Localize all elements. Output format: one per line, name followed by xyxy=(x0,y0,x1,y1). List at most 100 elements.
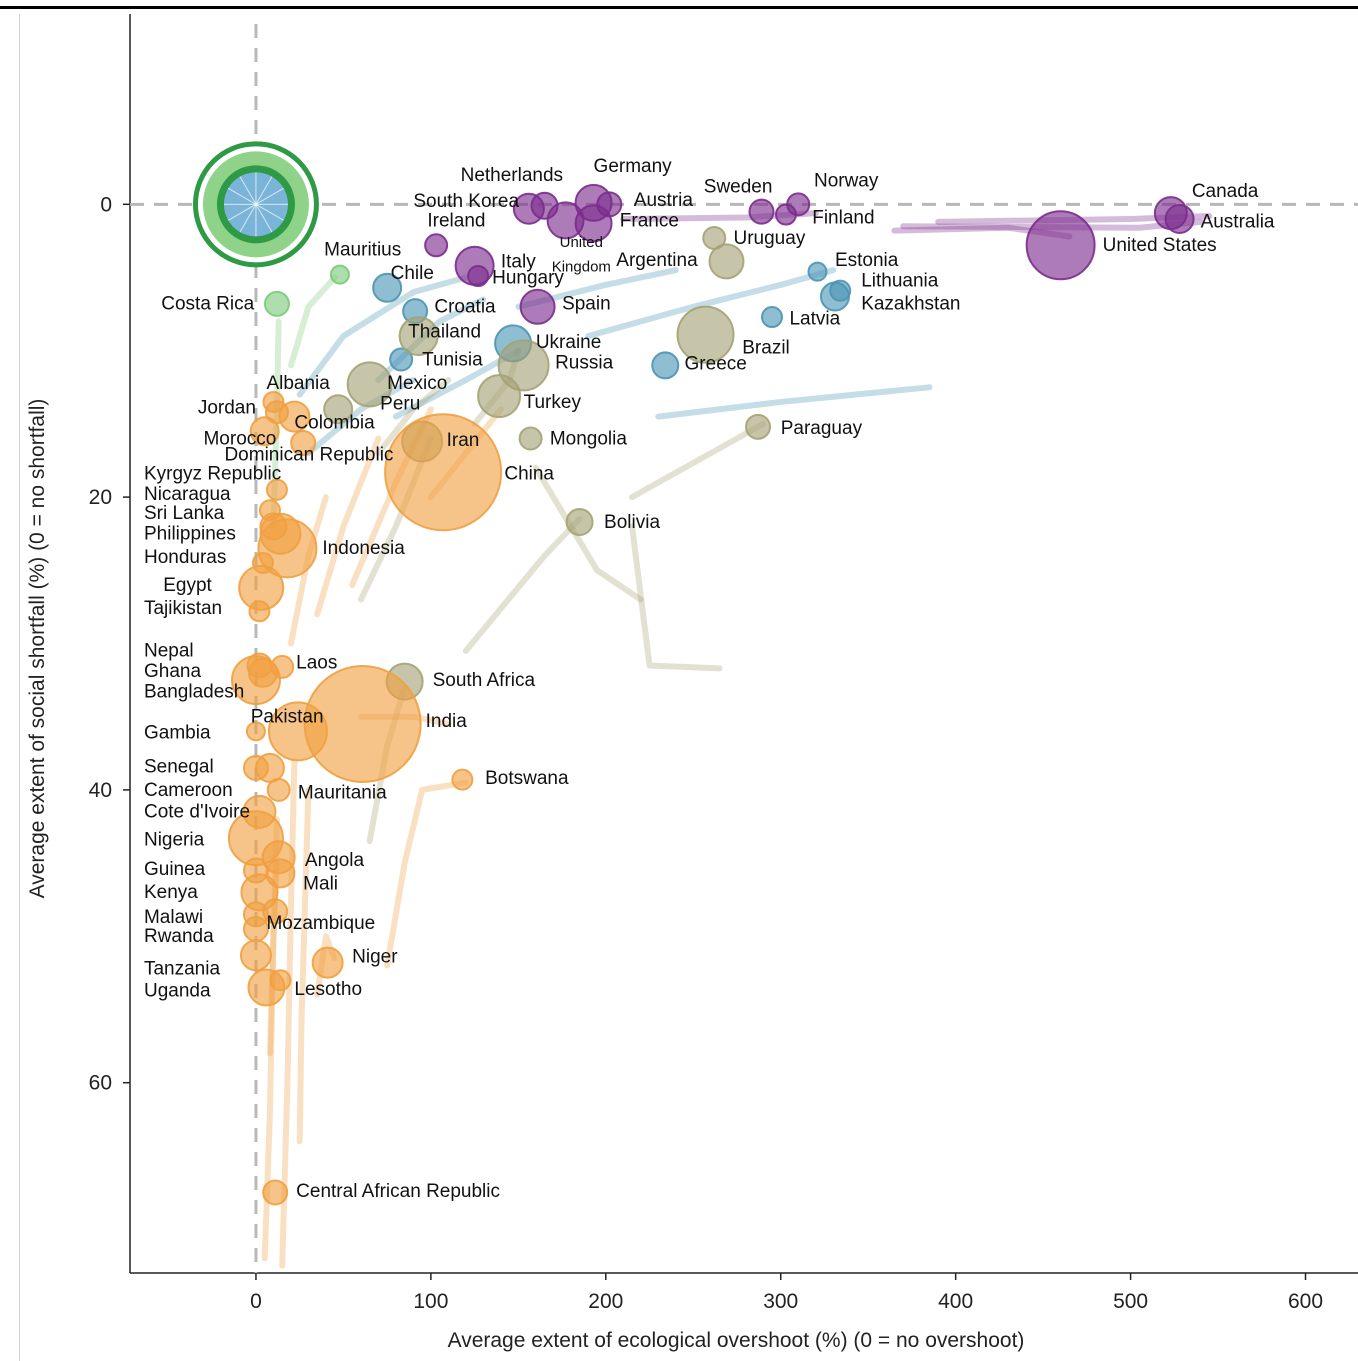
x-tick-label: 200 xyxy=(588,1290,623,1313)
x-axis-title: Average extent of ecological overshoot (… xyxy=(448,1329,1025,1352)
label-mali: Mali xyxy=(303,873,338,894)
point-spain xyxy=(519,288,556,325)
y-tick-label: 0 xyxy=(100,193,112,216)
point-hungary xyxy=(467,265,490,288)
ideal-spoke xyxy=(255,187,284,205)
point-china xyxy=(384,413,503,532)
point-chile xyxy=(372,272,403,303)
point-lesotho xyxy=(269,969,292,992)
point-argentina xyxy=(708,243,745,280)
ideal-spoke xyxy=(227,203,257,221)
label-nigeria: Nigeria xyxy=(144,830,205,851)
label-mongolia: Mongolia xyxy=(550,428,628,449)
trajectory-trail xyxy=(655,384,933,420)
label-uruguay: Uruguay xyxy=(734,228,806,249)
y-tick-label: 20 xyxy=(89,486,112,509)
label-senegal: Senegal xyxy=(144,756,214,777)
point-gambia xyxy=(245,721,266,742)
label-cote-d-ivoire: Cote d'Ivoire xyxy=(144,802,250,823)
label-estonia: Estonia xyxy=(835,250,899,271)
point-thailand xyxy=(398,316,439,357)
trajectory-trail xyxy=(305,376,417,457)
country-labels: Netherlands Germany South Korea Austria Irel… xyxy=(144,156,1275,1202)
x-tick-label: 0 xyxy=(250,1290,262,1313)
label-thailand: Thailand xyxy=(408,322,481,343)
point-turkey xyxy=(477,374,522,419)
trajectory-trail xyxy=(629,420,767,501)
label-austria: Austria xyxy=(634,190,694,211)
label-tajikistan: Tajikistan xyxy=(144,598,222,619)
point-rwanda xyxy=(242,915,269,942)
point-dominican-republic xyxy=(290,429,317,456)
label-laos: Laos xyxy=(296,652,337,673)
label-kazakhstan: Kazakhstan xyxy=(861,294,960,315)
label-mauritania: Mauritania xyxy=(298,783,387,804)
label-italy: Italy xyxy=(501,251,536,272)
label-nicaragua: Nicaragua xyxy=(144,484,231,505)
point-botswana xyxy=(451,768,474,791)
ideal-spoke xyxy=(239,204,257,233)
label-united: United xyxy=(560,234,603,251)
point-central-african-republic xyxy=(262,1179,289,1206)
label-rwanda: Rwanda xyxy=(144,926,214,947)
x-tick-label: 500 xyxy=(1113,1290,1148,1313)
point-bolivia xyxy=(565,507,594,536)
label-chile: Chile xyxy=(391,263,434,284)
x-tick-label: 600 xyxy=(1288,1290,1323,1313)
label-colombia: Colombia xyxy=(294,412,375,433)
label-malawi: Malawi xyxy=(144,907,203,928)
label-paraguay: Paraguay xyxy=(781,418,863,439)
label-brazil: Brazil xyxy=(742,338,790,359)
label-netherlands: Netherlands xyxy=(461,165,563,186)
label-dominican-republic: Dominican Republic xyxy=(224,445,393,466)
label-australia: Australia xyxy=(1201,212,1275,233)
label-france: France xyxy=(620,210,679,231)
label-botswana: Botswana xyxy=(485,768,569,789)
label-pakistan: Pakistan xyxy=(251,707,324,728)
trajectory-trail xyxy=(314,435,382,618)
trajectory-trail xyxy=(384,779,469,969)
point-ireland xyxy=(424,233,449,258)
point-estonia xyxy=(807,261,828,282)
point-sweden xyxy=(748,198,775,225)
label-angola: Angola xyxy=(305,850,365,871)
ideal-spoke xyxy=(255,176,273,205)
point-cameroon xyxy=(254,752,285,783)
label-united-states: United States xyxy=(1103,235,1217,256)
point-tunisia xyxy=(389,347,414,372)
label-latvia: Latvia xyxy=(789,308,840,329)
point-kyrgyz-republic xyxy=(265,478,288,501)
label-sweden: Sweden xyxy=(704,177,773,198)
point-mexico xyxy=(346,361,393,408)
label-ireland: Ireland xyxy=(427,210,485,231)
point-latvia xyxy=(760,306,783,329)
ideal-spoke xyxy=(239,176,257,205)
label-ghana: Ghana xyxy=(144,661,201,682)
trajectory-trails xyxy=(261,210,1213,1269)
point-costa-rica xyxy=(263,290,290,317)
label-tunisia: Tunisia xyxy=(422,349,483,370)
ideal-spoke xyxy=(255,203,284,221)
point-colombia xyxy=(278,400,311,433)
label-spain: Spain xyxy=(562,294,611,315)
label-south-africa: South Africa xyxy=(433,670,536,691)
label-niger: Niger xyxy=(352,947,398,968)
plot-frame xyxy=(129,14,1358,1274)
label-greece: Greece xyxy=(685,354,747,375)
label-bangladesh: Bangladesh xyxy=(144,682,244,703)
trajectory-trail xyxy=(585,267,837,340)
point-morocco xyxy=(249,416,280,447)
label-jordan: Jordan xyxy=(198,398,256,419)
point-paraguay xyxy=(744,413,771,440)
point-mauritius xyxy=(329,264,350,285)
ideal-spoke xyxy=(227,187,257,205)
label-central-african-republic: Central African Republic xyxy=(296,1181,500,1202)
x-tick-label: 400 xyxy=(938,1290,973,1313)
label-mozambique: Mozambique xyxy=(266,913,375,934)
label-norway: Norway xyxy=(814,171,879,192)
label-bolivia: Bolivia xyxy=(604,512,660,533)
point-niger xyxy=(311,946,344,979)
label-kyrgyz-republic: Kyrgyz Republic xyxy=(144,464,281,485)
trajectory-trail xyxy=(296,786,312,1145)
label-kenya: Kenya xyxy=(144,882,198,903)
